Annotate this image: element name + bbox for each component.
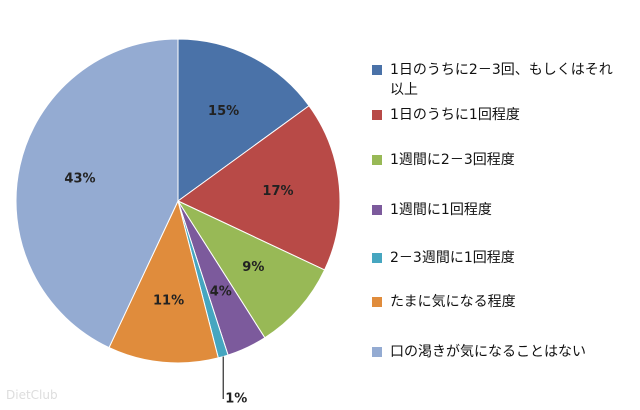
- pie-slice: [177, 105, 341, 271]
- legend-label: 口の渇きが気になることはない: [390, 344, 586, 360]
- data-label: 1%: [225, 392, 247, 407]
- legend-label: 1週間に1回程度: [390, 202, 492, 218]
- pie-slice: [15, 38, 179, 349]
- legend-swatch: [372, 253, 382, 263]
- legend-entry: 1日のうちに1回程度: [372, 105, 622, 125]
- data-label: 9%: [242, 260, 264, 275]
- legend-entry: 1週間に1回程度: [372, 200, 622, 220]
- data-label: 11%: [153, 293, 184, 308]
- legend-swatch: [372, 65, 382, 75]
- data-label: 17%: [262, 184, 293, 199]
- legend-entry: たまに気になる程度: [372, 292, 622, 312]
- data-label: 4%: [210, 284, 232, 299]
- legend-label: たまに気になる程度: [390, 294, 516, 310]
- pie-slice: [108, 199, 219, 364]
- legend-entry: 1週間に2－3回程度: [372, 150, 622, 170]
- legend-swatch: [372, 110, 382, 120]
- legend-entry: 2－3週間に1回程度: [372, 248, 622, 268]
- legend-swatch: [372, 347, 382, 357]
- legend-entry: 口の渇きが気になることはない: [372, 342, 622, 362]
- legend-label: 1週間に2－3回程度: [390, 152, 515, 168]
- legend-label: 1日のうちに2－3回、もしくはそれ以上: [390, 62, 613, 98]
- watermark: DietClub: [6, 388, 58, 402]
- legend-label: 2－3週間に1回程度: [390, 250, 515, 266]
- pie-slice: [177, 38, 310, 202]
- legend-entry: 1日のうちに2－3回、もしくはそれ以上: [372, 60, 622, 100]
- data-label: 15%: [208, 104, 239, 119]
- legend-label: 1日のうちに1回程度: [390, 107, 520, 123]
- legend-swatch: [372, 205, 382, 215]
- pie-slice: [176, 199, 326, 339]
- legend-swatch: [372, 155, 382, 165]
- data-label: 43%: [64, 172, 95, 187]
- legend-swatch: [372, 297, 382, 307]
